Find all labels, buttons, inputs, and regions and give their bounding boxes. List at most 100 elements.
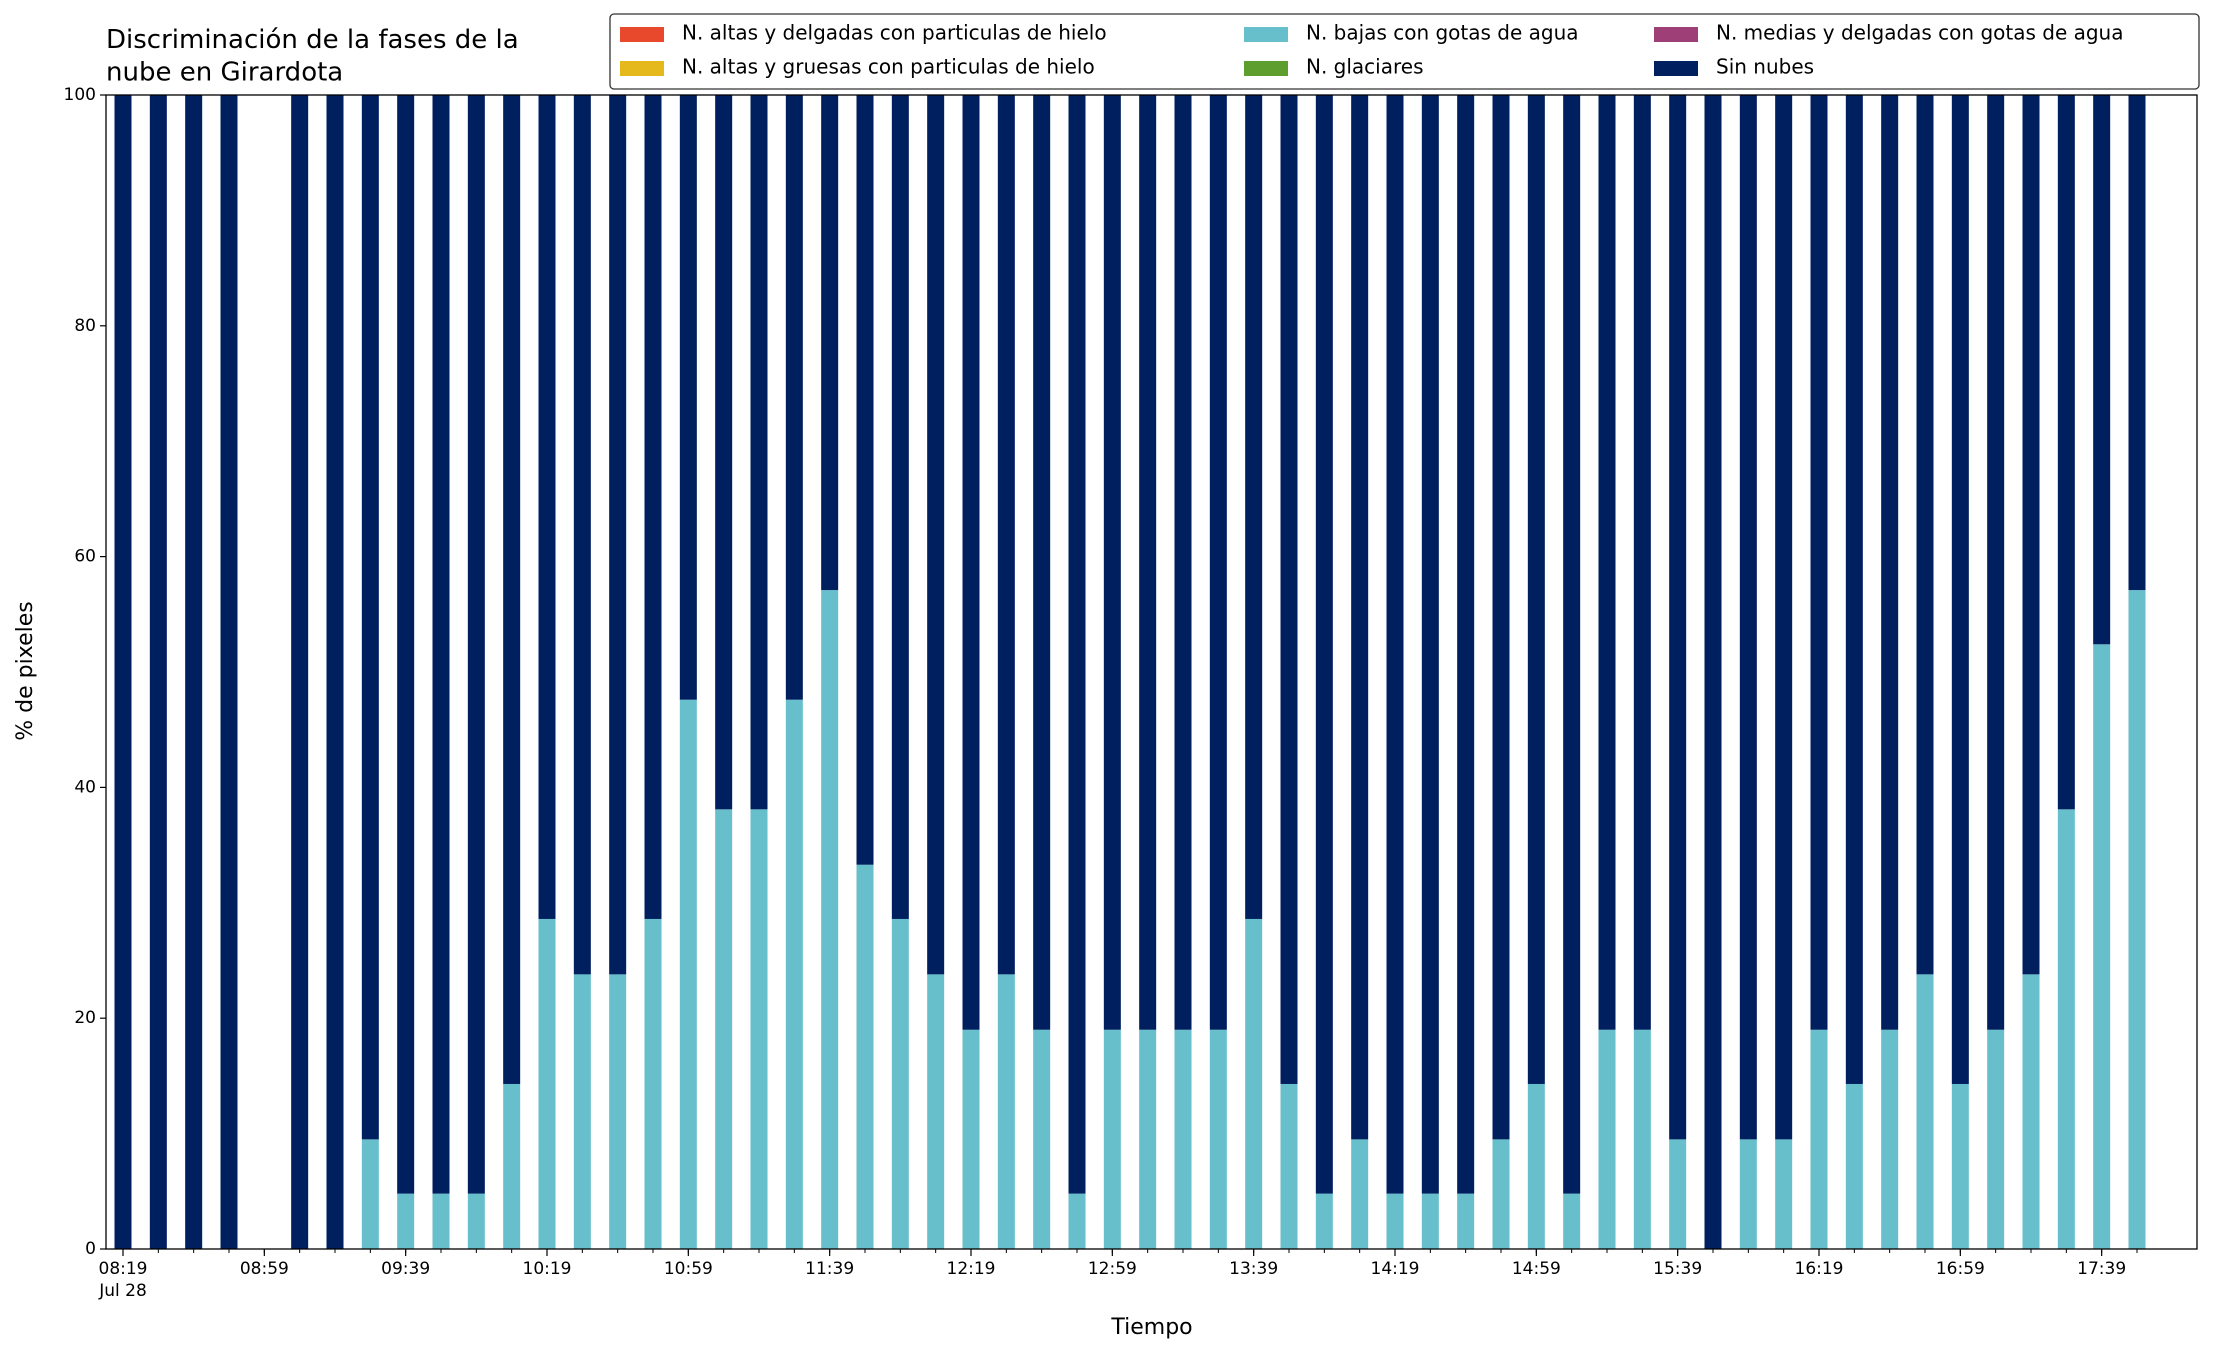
bar-segment [1563,1193,1581,1249]
bar-segment [1315,95,1333,1194]
bar-segment [1916,95,1934,975]
bar-segment [149,95,167,1249]
bar-segment [962,95,980,1030]
bar-segment [821,590,839,1249]
bar-segment [397,1193,415,1249]
bar-segment [1987,95,2005,1030]
bar-segment [1704,95,1722,1249]
bar-segment [361,95,379,1140]
x-tick-label: 17:39 [2077,1259,2126,1279]
bar-segment [2022,974,2040,1249]
bar-segment [1209,1029,1227,1249]
legend-swatch [1244,27,1288,42]
bar-segment [679,699,697,1249]
bar-segment [2057,95,2075,810]
bar-segment [1775,95,1793,1140]
bar-segment [503,1083,521,1249]
x-axis-label: Tiempo [1110,1315,1192,1340]
y-tick-label: 80 [74,316,96,336]
x-tick-label: 16:59 [1936,1259,1985,1279]
bar-segment [1527,1083,1545,1249]
bar-segment [573,95,591,975]
bar-segment [1033,1029,1051,1249]
bar-segment [856,864,874,1249]
bar-segment [573,974,591,1249]
y-tick-label: 40 [74,777,96,797]
bar-segment [927,974,945,1249]
bar-segment [2022,95,2040,975]
bar-segment [114,95,132,1249]
bar-segment [644,918,662,1249]
bar-segment [1386,95,1404,1194]
bar-segment [997,974,1015,1249]
bar-segment [1351,95,1369,1140]
bar-segment [927,95,945,975]
bar-segment [785,95,803,700]
bar-segment [1598,1029,1616,1249]
bar-segment [609,974,627,1249]
bar-segment [1633,95,1651,1030]
x-tick-label: 10:59 [664,1259,713,1279]
bar-segment [1457,1193,1475,1249]
bar-segment [1068,1193,1086,1249]
bar-segment [1139,95,1157,1030]
bar-segment [1174,95,1192,1030]
bar-segment [397,95,415,1194]
bar-segment [891,918,909,1249]
legend-label: N. medias y delgadas con gotas de agua [1716,21,2124,45]
bar-segment [432,95,450,1194]
bar-segment [1421,95,1439,1194]
bar-segment [1315,1193,1333,1249]
bar-segment [1669,95,1687,1140]
bar-segment [432,1193,450,1249]
y-tick-label: 0 [85,1239,96,1259]
bar-segment [997,95,1015,975]
bar-segment [2057,809,2075,1249]
bar-segment [715,809,733,1249]
bar-segment [821,95,839,591]
y-axis-label: % de pixeles [13,601,38,740]
x-tick-label: 13:39 [1229,1259,1278,1279]
bar-segment [609,95,627,975]
bar-segment [1068,95,1086,1194]
bar-segment [750,809,768,1249]
x-tick-label: 08:59 [240,1259,289,1279]
x-tick-label: 12:19 [947,1259,996,1279]
bar-segment [1951,95,1969,1084]
x-tick-label: 11:39 [805,1259,854,1279]
bar-segment [538,95,556,919]
bar-segment [1775,1139,1793,1249]
bar-segment [467,1193,485,1249]
bar-segment [2128,95,2146,591]
bar-segment [715,95,733,810]
x-tick-label: 10:19 [523,1259,572,1279]
bar-segment [2128,590,2146,1249]
bar-segment [1527,95,1545,1084]
x-tick-label: 12:59 [1088,1259,1137,1279]
bar-segment [1245,918,1263,1249]
legend-label: Sin nubes [1716,55,1814,79]
x-date-label: Jul 28 [98,1281,147,1301]
legend-swatch [1244,61,1288,76]
bar-segment [503,95,521,1084]
bar-segment [1103,1029,1121,1249]
legend-box [609,13,2200,90]
bar-segment [1633,1029,1651,1249]
bar-segment [1598,95,1616,1030]
legend-swatch [620,27,664,42]
bar-segment [1916,974,1934,1249]
x-tick-label: 09:39 [381,1259,430,1279]
bar-segment [1563,95,1581,1194]
bar-segment [1033,95,1051,1030]
bar-segment [785,699,803,1249]
bar-segment [1351,1139,1369,1249]
bar-segment [1881,95,1899,1030]
legend-label: N. glaciares [1306,55,1424,79]
bar-segment [1280,95,1298,1084]
x-tick-label: 15:39 [1653,1259,1702,1279]
bar-segment [1492,95,1510,1140]
legend-swatch [1654,61,1698,76]
y-tick-label: 60 [74,547,96,567]
